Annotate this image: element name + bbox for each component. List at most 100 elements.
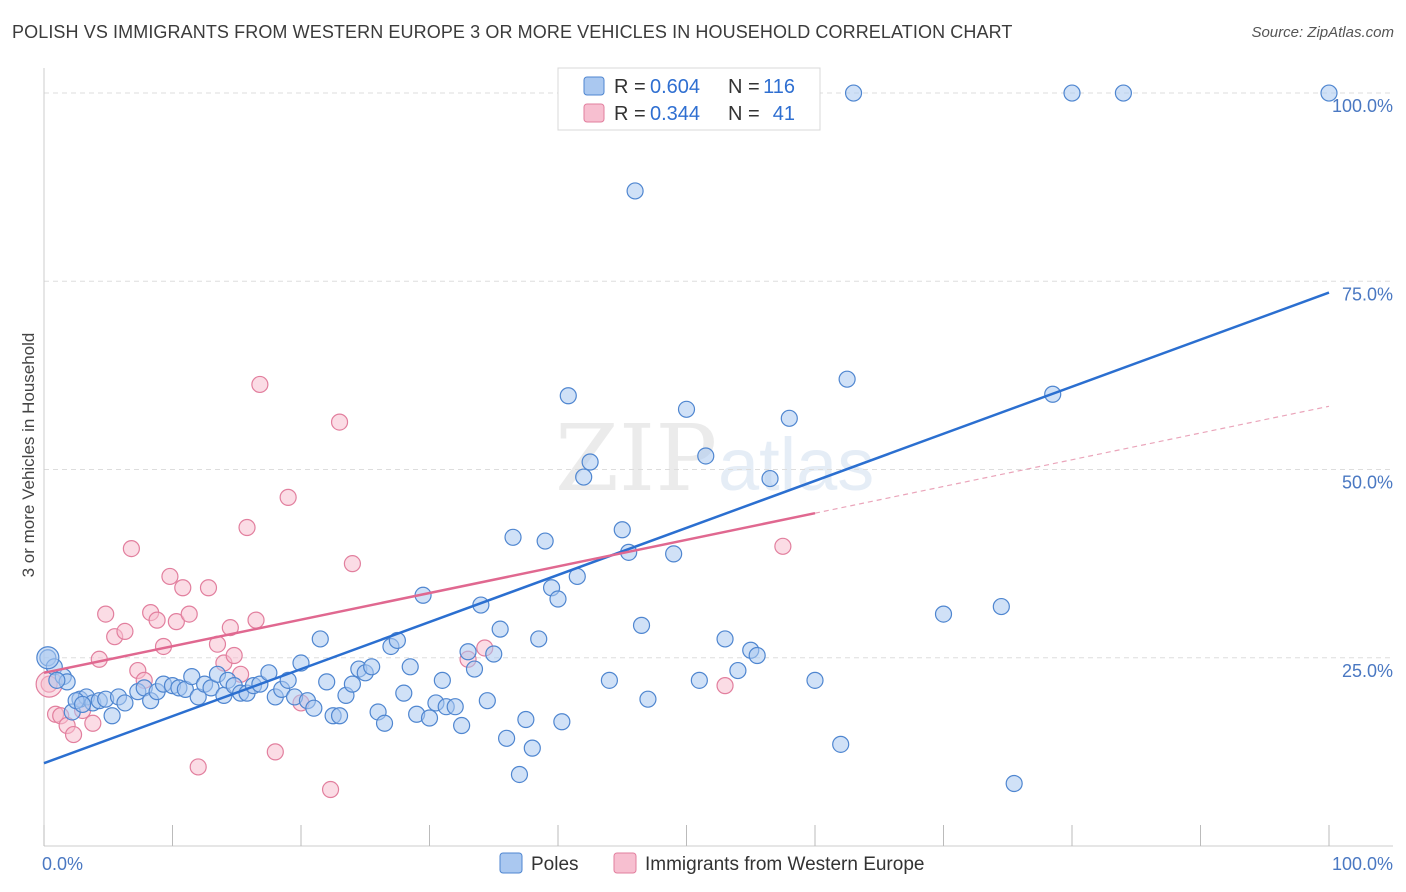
- bottom-legend-label-poles: Poles: [531, 854, 579, 875]
- immigrants-point: [148, 611, 166, 629]
- poles-point: [116, 694, 134, 712]
- poles-point: [395, 684, 413, 702]
- y-tick-label-25: 25.0%: [1342, 661, 1393, 681]
- poles-point: [1063, 84, 1081, 102]
- poles-point: [729, 661, 747, 680]
- bottom-legend-label-immigrants: Immigrants from Western Europe: [645, 854, 924, 875]
- x-tick-label-max: 100.0%: [1332, 854, 1393, 874]
- poles-point: [780, 409, 798, 427]
- poles-point: [748, 646, 766, 665]
- legend-n-label-poles: N =: [728, 76, 760, 98]
- legend-swatch-poles: [583, 76, 605, 96]
- legend-swatch-immigrants: [583, 103, 605, 123]
- immigrants-trend-extension: [814, 405, 1330, 514]
- poles-point: [677, 400, 696, 418]
- poles-point: [343, 675, 361, 693]
- immigrants-point: [225, 646, 243, 665]
- immigrants-point: [321, 780, 340, 799]
- legend-n-label-immigrants: N =: [728, 103, 760, 125]
- poles-point: [330, 707, 349, 725]
- poles-point: [553, 713, 571, 731]
- chart-title: POLISH VS IMMIGRANTS FROM WESTERN EUROPE…: [12, 22, 1013, 42]
- poles-point: [575, 468, 593, 486]
- immigrants-point: [774, 537, 792, 555]
- immigrants-point: [167, 613, 185, 631]
- legend-r-label-immigrants: R =: [614, 103, 646, 125]
- poles-point: [504, 528, 522, 546]
- trend-lines: [43, 291, 1330, 765]
- immigrants-point: [238, 518, 256, 537]
- poles-point: [523, 739, 541, 757]
- correlation-legend: R = 0.604 N = 116 R = 0.344 N = 41: [557, 67, 821, 131]
- poles-point: [478, 692, 496, 710]
- poles-point: [559, 387, 577, 405]
- y-tick-label-100: 100.0%: [1332, 96, 1393, 116]
- legend-r-value-immigrants: 0.344: [650, 103, 700, 125]
- poles-point: [459, 643, 477, 661]
- poles-point: [498, 729, 516, 747]
- immigrants-point: [279, 488, 297, 506]
- poles-point: [363, 658, 381, 676]
- poles-point: [632, 616, 651, 634]
- immigrants-point: [97, 605, 115, 623]
- poles-point: [530, 630, 548, 648]
- poles-point: [305, 699, 323, 717]
- poles-point: [36, 646, 60, 670]
- poles-point: [1114, 84, 1133, 102]
- immigrants-point: [343, 555, 361, 573]
- immigrants-point: [266, 743, 284, 761]
- poles-point: [446, 698, 464, 716]
- poles-point: [536, 532, 554, 550]
- poles-point: [73, 695, 92, 714]
- grid-lines: [44, 92, 1393, 659]
- poles-point: [761, 469, 779, 488]
- poles-point: [613, 521, 631, 539]
- poles-point: [1320, 84, 1338, 102]
- poles-point: [510, 765, 529, 784]
- poles-point: [491, 620, 509, 638]
- immigrants-trend-line: [43, 511, 816, 675]
- legend-r-label-poles: R =: [614, 76, 646, 98]
- y-tick-label-50: 50.0%: [1342, 473, 1393, 493]
- poles-point: [832, 735, 850, 753]
- immigrants-point: [161, 567, 179, 586]
- x-tick-label-min: 0.0%: [42, 854, 83, 874]
- immigrants-point: [221, 619, 239, 637]
- bottom-legend-swatch-poles: [499, 852, 523, 874]
- poles-point: [806, 671, 824, 689]
- poles-point: [183, 667, 201, 686]
- immigrants-point: [174, 579, 192, 597]
- immigrants-point: [116, 622, 134, 641]
- poles-point: [581, 453, 599, 471]
- y-tick-label-75: 75.0%: [1342, 284, 1393, 304]
- poles-point: [375, 714, 394, 732]
- immigrants-point: [64, 725, 83, 744]
- poles-point: [517, 710, 535, 729]
- poles-point: [420, 709, 439, 727]
- poles-point: [626, 182, 644, 200]
- watermark: ZIP atlas: [555, 405, 874, 512]
- poles-point: [103, 707, 121, 725]
- poles-point: [934, 605, 953, 623]
- poles-point: [485, 645, 503, 663]
- immigrants-point: [84, 714, 102, 732]
- poles-point: [838, 370, 856, 388]
- bottom-legend-swatch-immigrants: [613, 852, 637, 874]
- poles-point: [600, 671, 619, 689]
- source-label: Source: ZipAtlas.com: [1251, 24, 1394, 41]
- poles-point: [697, 447, 715, 465]
- poles-trend-line: [43, 291, 1330, 765]
- axes: [43, 68, 1393, 847]
- poles-point: [665, 545, 683, 563]
- poles-point: [465, 660, 484, 678]
- immigrants-points: [35, 375, 792, 799]
- watermark-zip: ZIP: [555, 405, 717, 512]
- poles-point: [716, 630, 734, 648]
- poles-point: [453, 716, 471, 735]
- legend-r-value-poles: 0.604: [650, 76, 700, 98]
- poles-point: [690, 671, 708, 689]
- poles-point: [844, 84, 863, 102]
- immigrants-point: [716, 677, 734, 695]
- poles-point: [401, 658, 419, 676]
- poles-point: [639, 690, 657, 708]
